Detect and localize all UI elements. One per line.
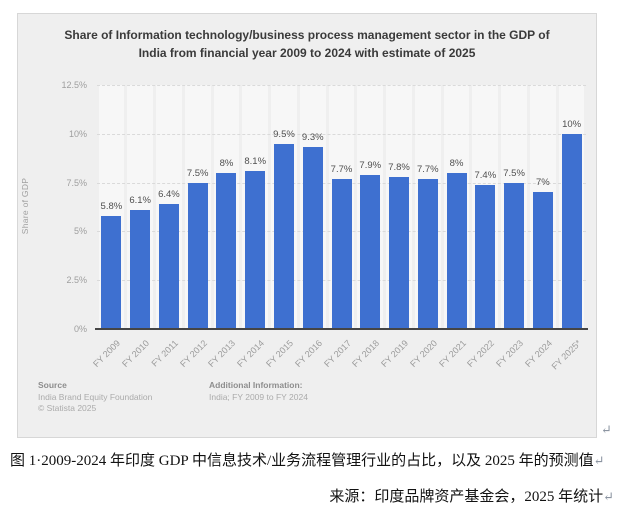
bar-value-label: 8% (449, 157, 464, 169)
statista-chart-image: Share of Information technology/business… (17, 13, 597, 438)
figure-caption: 图 1·2009-2024 年印度 GDP 中信息技术/业务流程管理行业的占比，… (10, 449, 620, 470)
paragraph-mark: ↵ (601, 422, 612, 437)
bar-value-label: 7.5% (503, 167, 525, 179)
bar-value-label: 8.1% (244, 155, 267, 167)
x-tick-label: FY 2018 (350, 338, 382, 370)
bar (360, 174, 381, 329)
bar-value-label: 7.4% (474, 169, 497, 181)
additional-info-label: Additional Information: (209, 380, 303, 390)
paragraph-mark: ↵ (593, 453, 605, 468)
y-axis-title: Share of GDP (20, 177, 30, 235)
figure-source-caption: 来源：印度品牌资产基金会，2025 年统计↵ (0, 485, 614, 506)
x-tick-label: FY 2015 (264, 338, 296, 370)
y-tick-label: 7.5% (66, 177, 87, 188)
bar-value-label: 7% (535, 177, 550, 189)
chart-title: Share of Information technology/business… (18, 26, 596, 62)
bar-value-label: 9.5% (273, 128, 295, 140)
bar (130, 209, 151, 329)
bar-value-label: 7.7% (330, 163, 353, 175)
bar (245, 170, 266, 329)
x-tick-label: FY 2021 (436, 338, 468, 370)
bar (158, 204, 179, 329)
bar (475, 184, 496, 329)
bar-value-label: 7.5% (186, 167, 209, 179)
x-tick-label: FY 2013 (206, 338, 238, 370)
x-tick-label: FY 2009 (91, 338, 123, 370)
y-tick-label: 12.5% (61, 80, 87, 90)
plot-area: 0% 2.5% 5% 7.5% 10% 12.5% 5.8% FY 2009 6.1% FY 20… (61, 80, 588, 371)
bar (446, 172, 467, 329)
bar-value-label: 5.8% (100, 200, 123, 212)
gridline (97, 133, 586, 135)
additional-info-value: India; FY 2009 to FY 2024 (209, 391, 308, 402)
additional-info-column: Additional Information: India; FY 2009 t… (209, 380, 429, 403)
y-tick-label: 5% (73, 226, 87, 237)
y-tick-label: 2.5% (66, 275, 87, 286)
figure-caption-text: 图 1·2009-2024 年印度 GDP 中信息技术/业务流程管理行业的占比，… (10, 453, 594, 469)
x-tick-label: FY 2010 (120, 338, 152, 370)
bar (187, 182, 208, 329)
source-column: Source India Brand Equity Foundation © S… (38, 380, 203, 415)
x-tick-label: FY 2023 (494, 338, 526, 370)
bar (216, 172, 237, 329)
x-tick-label: FY 2011 (149, 338, 180, 369)
bar (561, 133, 582, 329)
x-tick-label: FY 2016 (292, 338, 324, 370)
chart-title-line-1: Share of Information technology/business… (64, 28, 550, 42)
copyright: © Statista 2025 (38, 403, 97, 413)
x-tick-label: FY 2017 (321, 338, 353, 370)
bar-value-label: 9.3% (301, 132, 324, 144)
bar (273, 143, 294, 329)
source-name: India Brand Equity Foundation (38, 391, 153, 402)
x-tick-label: FY 2019 (379, 338, 411, 370)
figure-source-text: 来源：印度品牌资产基金会，2025 年统计 (329, 489, 604, 505)
x-tick-label: FY 2014 (235, 338, 267, 370)
bar (504, 182, 525, 329)
gridline (97, 85, 586, 86)
bar (389, 176, 410, 329)
x-tick-label: FY 2025* (549, 338, 583, 372)
y-tick-label: 0% (73, 324, 87, 334)
x-axis-line (95, 328, 588, 330)
bar-value-label: 6.4% (158, 189, 180, 201)
chart-title-line-2: India from financial year 2009 to 2024 w… (138, 46, 476, 60)
bar (101, 215, 122, 329)
y-tick-label: 10% (68, 128, 87, 139)
x-tick-label: FY 2022 (465, 338, 497, 370)
bar-value-label: 7.9% (359, 159, 382, 171)
bar-value-label: 8% (219, 157, 234, 169)
bar-value-label: 7.8% (388, 161, 410, 173)
source-label: Source (38, 380, 67, 390)
bar (532, 192, 553, 329)
bar-value-label: 10% (562, 118, 582, 130)
x-tick-label: FY 2012 (177, 338, 209, 370)
x-tick-label: FY 2020 (407, 338, 439, 370)
bar-value-label: 7.7% (416, 163, 439, 175)
bar (417, 178, 438, 329)
paragraph-mark: ↵ (603, 489, 614, 504)
bar (302, 147, 323, 329)
bar (331, 178, 352, 329)
bar-value-label: 6.1% (129, 194, 151, 206)
